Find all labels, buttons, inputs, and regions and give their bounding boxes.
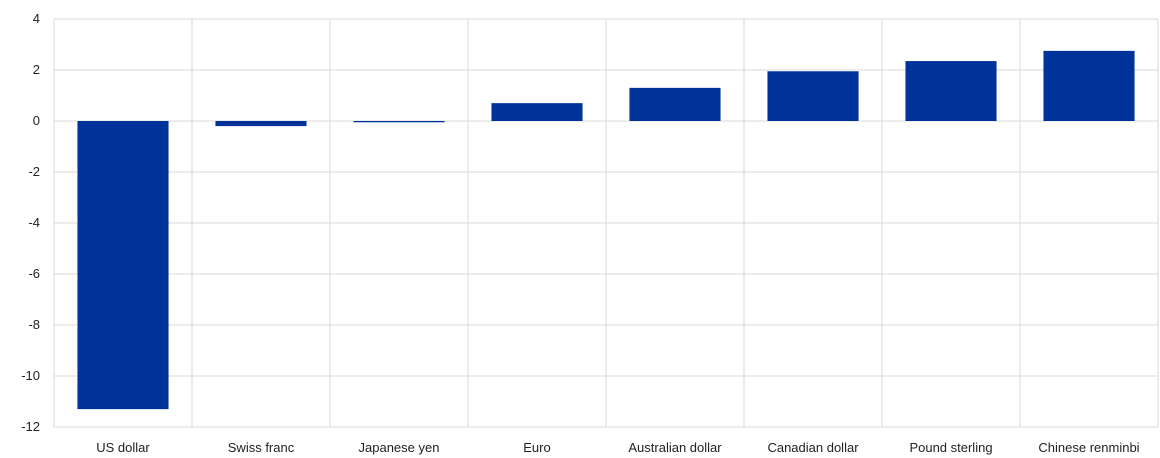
y-tick-label: -4 (28, 215, 40, 230)
bar-chinese-renminbi (1043, 50, 1135, 121)
x-tick-label: Australian dollar (628, 440, 722, 455)
y-tick-label: 4 (33, 11, 40, 26)
x-tick-label: Pound sterling (909, 440, 992, 455)
y-tick-label: -2 (28, 164, 40, 179)
y-tick-label: 0 (33, 113, 40, 128)
y-tick-label: 2 (33, 62, 40, 77)
y-tick-label: -6 (28, 266, 40, 281)
x-tick-label: Japanese yen (359, 440, 440, 455)
bars (77, 50, 1135, 410)
y-axis: 4 2 0 -2 -4 -6 -8 -10 -12 (21, 11, 40, 434)
x-tick-label: Canadian dollar (767, 440, 859, 455)
x-tick-label: Swiss franc (228, 440, 295, 455)
bar-swiss-franc (215, 121, 307, 127)
bar-pound-sterling (905, 61, 997, 121)
bar-canadian-dollar (767, 71, 859, 121)
x-axis: US dollar Swiss franc Japanese yen Euro Aust… (96, 440, 1139, 455)
x-tick-label: Chinese renminbi (1038, 440, 1139, 455)
x-tick-label: US dollar (96, 440, 150, 455)
x-tick-label: Euro (523, 440, 550, 455)
bar-euro (491, 103, 583, 121)
y-tick-label: -10 (21, 368, 40, 383)
y-tick-label: -8 (28, 317, 40, 332)
grid (53, 18, 1159, 428)
bar-australian-dollar (629, 87, 721, 121)
y-tick-label: -12 (21, 419, 40, 434)
bar-us-dollar (77, 121, 169, 410)
bar-japanese-yen (353, 121, 445, 123)
